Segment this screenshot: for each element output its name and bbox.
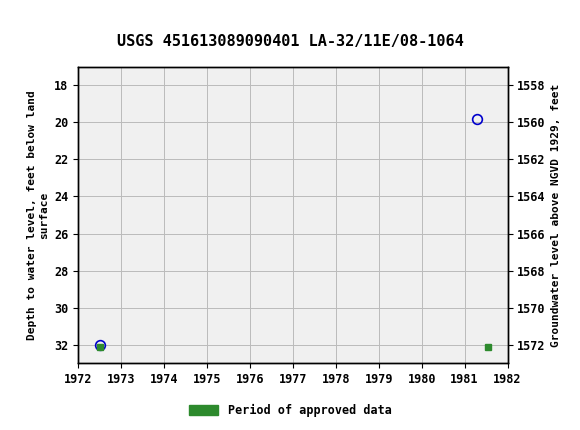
Y-axis label: Groundwater level above NGVD 1929, feet: Groundwater level above NGVD 1929, feet	[551, 83, 561, 347]
Legend: Period of approved data: Period of approved data	[184, 399, 396, 422]
Text: USGS: USGS	[68, 12, 132, 32]
Text: USGS 451613089090401 LA-32/11E/08-1064: USGS 451613089090401 LA-32/11E/08-1064	[117, 34, 463, 49]
Y-axis label: Depth to water level, feet below land
surface: Depth to water level, feet below land su…	[27, 90, 49, 340]
